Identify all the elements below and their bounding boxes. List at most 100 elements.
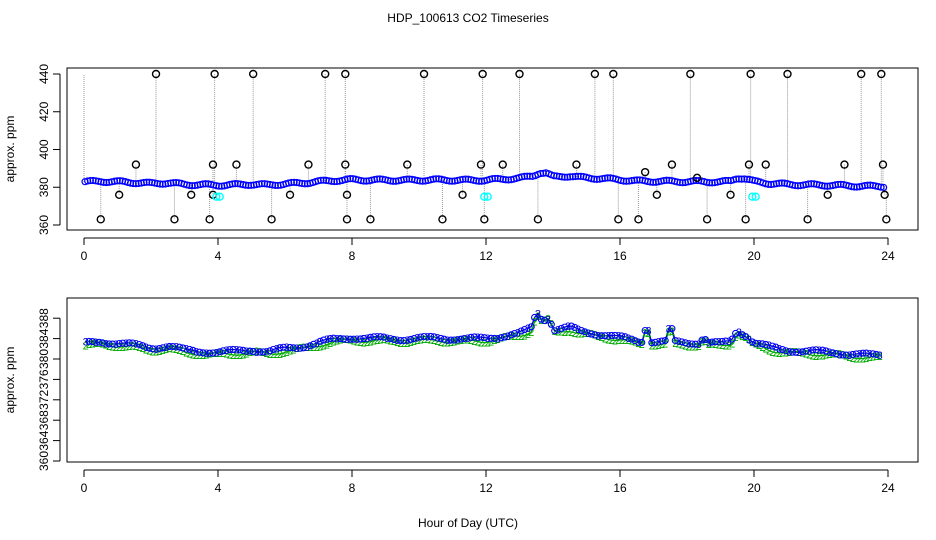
series-3-point-223 bbox=[829, 349, 837, 357]
series-3-point-170 bbox=[651, 338, 659, 346]
series-2-point-183: 2 bbox=[696, 341, 702, 353]
series-2-point-229: 2 bbox=[850, 353, 856, 365]
series-2-point-121: 2 bbox=[488, 336, 494, 348]
bottom-y-tick-label-364: 364 bbox=[37, 430, 51, 450]
series-2-point-61: 2 bbox=[287, 346, 293, 358]
bottom-x-axis: 0 4 8 12 16 20 24 bbox=[81, 469, 895, 495]
series-3-point-138: 3 bbox=[545, 314, 551, 326]
series-2-point-33: 2 bbox=[193, 350, 199, 362]
top-outlier-point-19 bbox=[342, 215, 352, 224]
top-x-tick-label-8: 8 bbox=[349, 249, 356, 263]
top-data-point-109 bbox=[373, 175, 381, 183]
top-outlier-point-52 bbox=[823, 190, 832, 200]
series-2-point-108: 2 bbox=[444, 337, 450, 349]
series-2-point-32: 2 bbox=[190, 349, 196, 361]
top-data-point-50 bbox=[215, 182, 223, 190]
series-2-point-118: 2 bbox=[478, 337, 484, 349]
series-2-point-120: 2 bbox=[485, 337, 491, 349]
series-2-point-169: 2 bbox=[649, 341, 655, 353]
top-data-point-217 bbox=[662, 176, 671, 184]
top-outlier-point-23 bbox=[533, 215, 543, 224]
series-3-point-142 bbox=[557, 324, 565, 332]
bottom-y-axis-label: approx. ppm bbox=[3, 347, 17, 414]
top-data-point-184 bbox=[574, 172, 582, 180]
series-3-point-42: 3 bbox=[223, 345, 229, 357]
series-2-point-219: 2 bbox=[816, 351, 822, 363]
series-3-point-193 bbox=[728, 335, 736, 343]
series-2-point-145: 2 bbox=[568, 327, 574, 339]
x-axis-label: Hour of Day (UTC) bbox=[418, 516, 518, 530]
series-2-point-76: 2 bbox=[337, 335, 343, 347]
series-3-point-214 bbox=[799, 348, 807, 356]
series-2-point-74: 2 bbox=[331, 337, 337, 349]
series-2-point-181: 2 bbox=[689, 342, 695, 354]
series-3-point-39: 3 bbox=[213, 348, 219, 360]
top-outlier-point-47 bbox=[667, 160, 677, 169]
series-2-point-20: 2 bbox=[150, 346, 156, 358]
top-data-point-222 bbox=[676, 178, 684, 187]
top-data-point-183 bbox=[571, 172, 580, 181]
series-3-point-178 bbox=[678, 338, 686, 346]
bottom-series-points: 2222222222222222222222222222222222222222… bbox=[83, 309, 883, 366]
top-data-point-297 bbox=[877, 183, 885, 191]
top-outlier-point-3 bbox=[321, 69, 330, 79]
top-data-point-136 bbox=[445, 177, 454, 185]
series-2-point-21: 2 bbox=[153, 346, 159, 358]
bottom-series-lines bbox=[85, 312, 880, 360]
top-outlier-point-6 bbox=[478, 69, 487, 79]
series-2-point-49: 2 bbox=[247, 347, 253, 359]
series-3-point-91 bbox=[386, 335, 395, 343]
top-outlier-point-49 bbox=[726, 190, 735, 200]
series-2-point-158: 2 bbox=[612, 335, 618, 347]
top-outlier-point-55 bbox=[880, 190, 889, 200]
series-3-point-8 bbox=[108, 340, 117, 348]
top-data-point-182 bbox=[569, 173, 577, 181]
series-3-point-114: 3 bbox=[465, 333, 471, 345]
series-2-point-117: 2 bbox=[475, 337, 481, 349]
top-y-tick-label-400: 400 bbox=[37, 139, 51, 159]
top-outlier-point-24 bbox=[614, 215, 623, 224]
top-data-point-141 bbox=[459, 175, 467, 183]
series-3-point-133 bbox=[527, 323, 535, 331]
top-x-tick-label-12: 12 bbox=[479, 249, 493, 263]
series-2-point-179: 2 bbox=[682, 341, 688, 353]
top-y-axis: 360 380 400 420 440 bbox=[37, 64, 61, 235]
top-x-tick-label-4: 4 bbox=[215, 249, 222, 263]
series-3-point-53 bbox=[259, 348, 267, 356]
series-2-point-192: 2 bbox=[726, 341, 732, 353]
bottom-y-tick-label-384: 384 bbox=[37, 328, 51, 348]
series-2-point-30: 2 bbox=[183, 347, 189, 359]
top-data-point-104 bbox=[360, 177, 368, 185]
series-2-point-3: 2 bbox=[93, 338, 99, 350]
series-2-point-69: 2 bbox=[314, 342, 320, 354]
series-2-point-202: 2 bbox=[759, 342, 765, 354]
top-outlier-point-38 bbox=[341, 160, 350, 169]
series-3-point-202 bbox=[758, 340, 766, 348]
series-2-point-45: 2 bbox=[233, 350, 239, 362]
top-outlier-points bbox=[96, 69, 891, 224]
series-3-point-77 bbox=[340, 335, 348, 343]
series-3-point-191 bbox=[721, 337, 730, 345]
series-2-point-165: 2 bbox=[635, 338, 641, 350]
series-2-point-81: 2 bbox=[354, 336, 360, 348]
series-2-point-88: 2 bbox=[377, 334, 383, 346]
series-3-point-134 bbox=[531, 313, 539, 322]
series-3-point-113 bbox=[460, 334, 468, 343]
top-plot-frame bbox=[66, 67, 919, 231]
series-3-point-85 bbox=[366, 333, 374, 341]
top-data-point-156 bbox=[499, 175, 507, 183]
top-data-point-165 bbox=[523, 172, 531, 180]
series-2-point-87: 2 bbox=[374, 335, 380, 347]
top-data-point-120 bbox=[403, 175, 411, 183]
series-3-point-190 bbox=[718, 337, 726, 345]
series-3-point-7 bbox=[105, 340, 113, 348]
bottom-x-tick-label-4: 4 bbox=[215, 481, 222, 495]
top-outlier-point-18 bbox=[267, 215, 276, 224]
series-3-point-32 bbox=[189, 346, 197, 354]
series-2-point-43: 2 bbox=[227, 349, 233, 361]
series-3-point-100 bbox=[417, 333, 425, 341]
series-2-point-205: 2 bbox=[769, 347, 775, 359]
series-2-point-5: 2 bbox=[99, 339, 105, 351]
bottom-panel: 2222222222222222222222222222222222222222… bbox=[3, 297, 919, 495]
